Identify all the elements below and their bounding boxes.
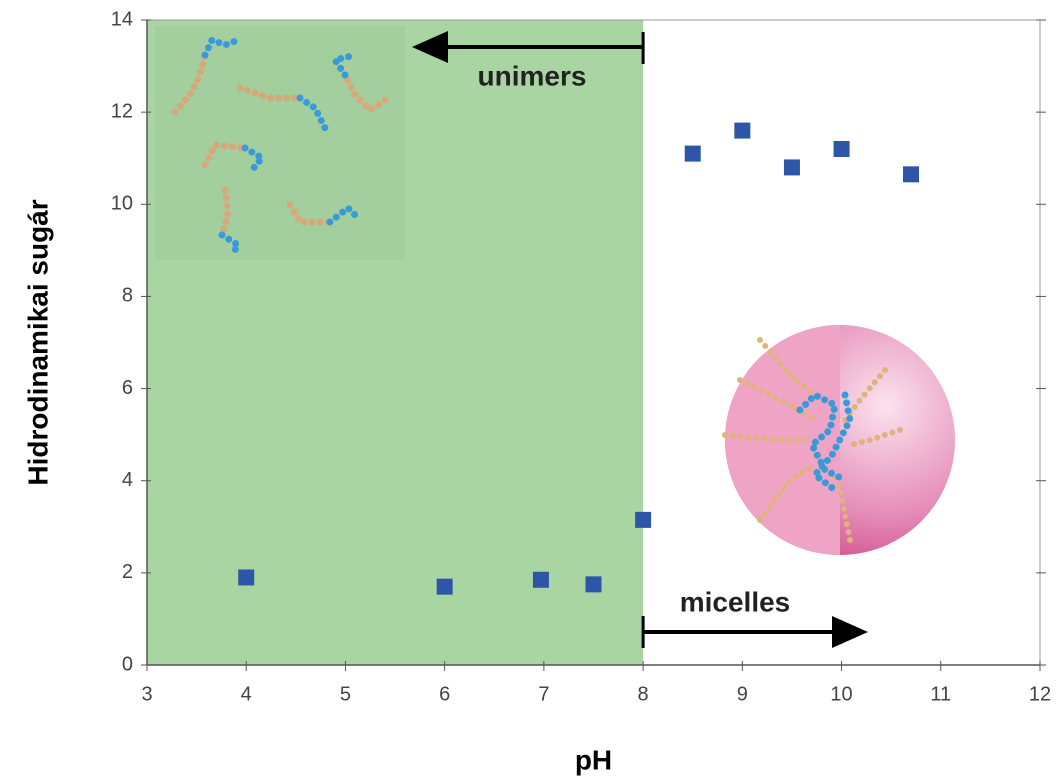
x-tick-label: 3 xyxy=(141,683,152,705)
unimer-panel xyxy=(155,26,405,260)
data-point xyxy=(585,576,602,593)
y-tick-label: 10 xyxy=(111,193,133,215)
x-tick-label: 11 xyxy=(930,683,951,705)
y-tick-label: 4 xyxy=(122,469,133,491)
y-axis-label: Hidrodinamikai sugár xyxy=(22,199,53,485)
x-tick-label: 7 xyxy=(538,683,549,705)
y-tick-label: 2 xyxy=(122,561,133,583)
x-tick-label: 4 xyxy=(241,683,252,705)
y-tick-label: 14 xyxy=(111,8,133,30)
x-tick-label: 5 xyxy=(340,683,351,705)
y-tick-label: 8 xyxy=(122,285,133,307)
y-tick-label: 6 xyxy=(122,377,133,399)
annotation: micelles xyxy=(680,586,791,617)
micelle xyxy=(722,325,955,555)
data-point xyxy=(635,511,652,528)
x-tick-label: 10 xyxy=(830,683,852,705)
data-point xyxy=(238,569,255,586)
data-point xyxy=(436,578,453,595)
data-point xyxy=(734,122,751,139)
y-tick-label: 0 xyxy=(122,653,133,675)
x-tick-label: 6 xyxy=(439,683,450,705)
x-tick-label: 12 xyxy=(1029,683,1051,705)
y-tick-label: 12 xyxy=(111,100,133,122)
data-point xyxy=(684,145,701,162)
x-tick-label: 8 xyxy=(638,683,649,705)
data-point xyxy=(783,159,800,176)
data-point xyxy=(833,141,850,157)
data-point xyxy=(532,571,549,588)
data-point xyxy=(903,166,920,183)
illustrations xyxy=(155,26,955,555)
x-axis-label: pH xyxy=(575,744,612,775)
annotation: unimers xyxy=(478,60,587,91)
unimer-chains xyxy=(171,35,389,259)
x-tick-label: 9 xyxy=(737,683,748,705)
